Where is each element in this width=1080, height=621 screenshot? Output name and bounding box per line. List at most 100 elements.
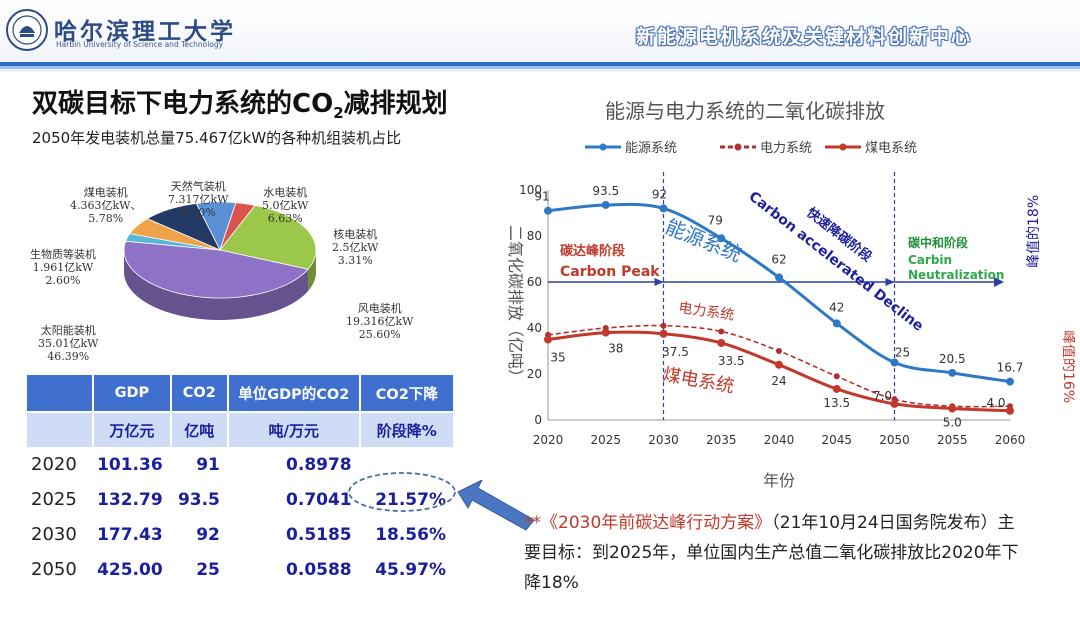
x-tick-label: 2045 — [821, 433, 852, 447]
table-cell-intensity: 0.5185 — [286, 524, 352, 545]
table-header-drop: CO2下降 — [359, 375, 456, 412]
highlight-ellipse — [348, 472, 456, 512]
table-unit-row: 万亿元 亿吨 吨/万元 阶段降% — [27, 411, 456, 447]
table-cell-intensity: 0.0588 — [286, 559, 352, 580]
data-label: 42 — [829, 300, 844, 314]
y-tick-label: 40 — [527, 321, 542, 335]
table-cell-year: 2020 — [31, 454, 77, 475]
curve-annotation-energy: 能源系统 — [662, 214, 745, 266]
legend-marker — [839, 143, 847, 151]
data-label: 79 — [708, 213, 723, 227]
data-point — [1006, 406, 1014, 415]
data-point — [832, 384, 841, 393]
data-label: 93.5 — [592, 184, 619, 198]
data-label: 25 — [895, 346, 910, 360]
header-banner — [0, 0, 1080, 72]
table-header-intensity: 单位GDP的CO2 — [227, 375, 361, 412]
phase-label-en: Carbon Peak — [560, 264, 660, 280]
table-cell-co2: 93.5 — [177, 489, 220, 510]
x-tick-label: 2030 — [648, 433, 679, 447]
table-cell-co2: 25 — [196, 559, 220, 580]
data-point — [948, 368, 957, 377]
data-point — [832, 319, 841, 328]
table-cell-gdp: 177.43 — [97, 524, 163, 545]
x-axis-label: 年份 — [763, 471, 795, 490]
legend-marker — [599, 143, 607, 151]
x-tick-label: 2025 — [590, 433, 621, 447]
university-name-en: Harbin University of Science and Technol… — [56, 40, 224, 49]
data-label: 35 — [550, 351, 565, 365]
data-point — [1006, 377, 1014, 386]
phase-label-cn: 碳中和阶段 — [908, 235, 969, 250]
data-label: 20.5 — [939, 352, 966, 366]
table-row: 2050 425.00 25 0.0588 45.97% — [27, 552, 454, 587]
pie-label-hydro: 水电装机 5.0亿kW 6.63% — [262, 186, 309, 225]
table-row: 2025 132.79 93.5 0.7041 21.57% — [27, 482, 454, 517]
data-point — [544, 206, 552, 215]
header-rule-light — [0, 66, 1080, 69]
data-point — [717, 234, 726, 243]
x-tick-label: 2060 — [995, 433, 1026, 447]
data-point — [601, 200, 610, 209]
data-label: 4.0 — [986, 396, 1005, 410]
data-point — [948, 404, 957, 413]
data-point — [717, 338, 726, 347]
data-label: 13.5 — [823, 396, 850, 410]
table-unit-drop: 阶段降% — [359, 411, 456, 447]
annotation-peak-16: 峰值的16% — [1060, 330, 1075, 403]
table-cell-drop: 45.97% — [375, 559, 446, 580]
x-tick-label: 2035 — [706, 433, 737, 447]
curve-annotation-power: 电力系统 — [677, 300, 735, 324]
table-cell-drop: 21.57% — [375, 489, 446, 510]
pie-label-nuclear: 核电装机 2.5亿kW 3.31% — [332, 228, 379, 267]
table-cell-intensity: 0.7041 — [286, 489, 352, 510]
pointer-arrow-icon — [457, 480, 535, 531]
data-label: 62 — [771, 252, 786, 266]
phase-arrow-head-icon — [654, 278, 664, 286]
x-tick-label: 2055 — [937, 433, 968, 447]
data-label: 16.7 — [997, 361, 1024, 375]
university-name: 哈尔滨理工大学 — [54, 18, 236, 45]
table-cell-year: 2030 — [31, 524, 77, 545]
pie-label-coal: 煤电装机 4.363亿kW、 5.78% — [70, 186, 142, 225]
annotation-peak-18: 峰值的18% — [1026, 195, 1042, 268]
data-label: 38 — [608, 342, 623, 356]
capacity-pie-chart — [123, 201, 317, 320]
table-cell-drop: 18.56% — [375, 524, 446, 545]
y-tick-label: 0 — [534, 413, 542, 427]
data-point — [890, 358, 899, 367]
pie-label-solar: 太阳能装机 35.01亿kW 46.39% — [38, 324, 99, 363]
gdp-co2-table: GDP CO2 单位GDP的CO2 CO2下降 万亿元 亿吨 吨/万元 阶段降%… — [27, 375, 456, 587]
legend-marker — [734, 143, 742, 151]
table-header-row: GDP CO2 单位GDP的CO2 CO2下降 — [27, 375, 456, 412]
legend-label: 电力系统 — [760, 141, 812, 156]
y-tick-label: 100 — [519, 183, 542, 197]
phase-label-cn: 碳达峰阶段 — [560, 243, 625, 259]
data-point — [776, 348, 782, 354]
data-label: 5.0 — [943, 416, 962, 430]
curve-annotation-coal: 煤电系统 — [661, 364, 736, 397]
data-point — [544, 335, 552, 344]
phase-label-en: Carbin — [908, 253, 952, 267]
data-point — [718, 328, 725, 335]
pie-slice — [219, 204, 317, 270]
data-point — [890, 399, 899, 408]
table-cell-intensity: 0.8978 — [286, 454, 352, 475]
table-unit-corner — [27, 411, 95, 447]
pie-slice — [146, 203, 221, 251]
legend-label: 煤电系统 — [865, 141, 917, 156]
data-point — [775, 273, 783, 282]
phase-arrow-head-icon — [885, 278, 895, 286]
y-tick-label: 20 — [527, 367, 542, 381]
data-label: 33.5 — [718, 354, 745, 368]
table-cell-gdp: 101.36 — [97, 454, 163, 475]
table-header-corner — [27, 375, 95, 412]
y-tick-label: 60 — [527, 275, 542, 289]
pie-label-gas: 天然气装机 7.317亿kW 9.70% — [168, 180, 229, 219]
data-point — [659, 204, 668, 213]
pie-label-biomass: 生物质等装机 1.961亿kW 2.60% — [30, 248, 96, 287]
pie-slice-side — [124, 251, 308, 320]
legend-label: 能源系统 — [625, 141, 677, 156]
table-unit-intensity: 吨/万元 — [227, 411, 361, 447]
